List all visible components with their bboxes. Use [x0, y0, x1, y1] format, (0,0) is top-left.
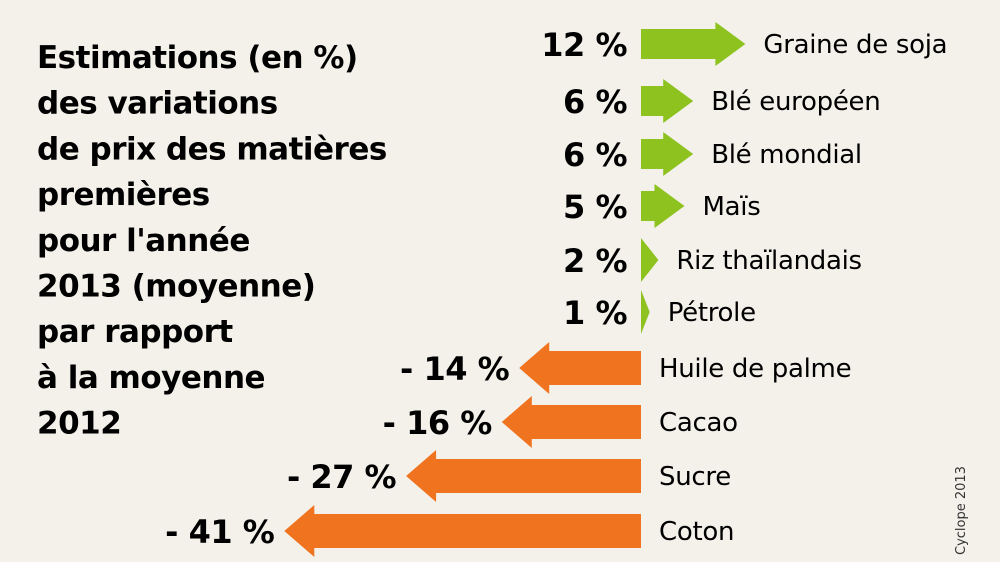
- value-label: - 27 %: [287, 458, 397, 496]
- category-label: Riz thaïlandais: [676, 246, 861, 276]
- category-label: Huile de palme: [659, 354, 851, 384]
- bar-graine-de-soja: [641, 22, 746, 66]
- title-line: 2013 (moyenne): [37, 269, 315, 305]
- value-label: 2 %: [563, 242, 627, 280]
- title-line: de prix des matières: [37, 131, 387, 167]
- category-label: Maïs: [703, 192, 761, 222]
- bar-coton: [284, 505, 641, 557]
- category-labels: Graine de soja Blé européen Blé mondial Maï…: [659, 30, 948, 547]
- title-line: des variations: [37, 86, 278, 122]
- title-line: pour l'année: [37, 223, 250, 259]
- value-label: 6 %: [563, 136, 627, 174]
- title-line: par rapport: [37, 314, 233, 350]
- value-labels: 12 % 6 % 6 % 5 % 2 % 1 % - 14 % - 16 % - 27 % - 4…: [165, 26, 628, 551]
- value-label: - 41 %: [165, 513, 275, 551]
- category-label: Graine de soja: [763, 30, 947, 60]
- title-line: 2012: [37, 406, 121, 442]
- category-label: Sucre: [659, 462, 731, 492]
- bars: [284, 22, 746, 557]
- value-label: 5 %: [563, 188, 627, 226]
- bar-huile-de-palme: [519, 342, 641, 394]
- category-label: Blé mondial: [711, 140, 862, 170]
- title-line: Estimations (en %): [37, 40, 358, 76]
- value-label: 6 %: [563, 83, 627, 121]
- bar-sucre: [406, 450, 641, 502]
- bar-p-trole: [641, 290, 650, 334]
- value-label: 12 %: [541, 26, 627, 64]
- category-label: Cacao: [659, 408, 738, 438]
- category-label: Coton: [659, 517, 734, 547]
- value-label: - 16 %: [383, 404, 493, 442]
- bar-bl-europ-en: [641, 79, 694, 123]
- bar-cacao: [501, 396, 641, 448]
- category-label: Blé européen: [711, 87, 880, 117]
- title-line: à la moyenne: [37, 360, 265, 396]
- bar-ma-s: [641, 184, 685, 228]
- chart-title: Estimations (en %) des variations de prix …: [37, 40, 387, 442]
- category-label: Pétrole: [668, 298, 756, 328]
- title-line: premières: [37, 177, 210, 213]
- source-credit: Cyclope 2013: [954, 466, 969, 555]
- bar-bl-mondial: [641, 132, 694, 176]
- value-label: 1 %: [563, 294, 627, 332]
- bar-riz-tha-landais: [641, 238, 659, 282]
- value-label: - 14 %: [400, 350, 510, 388]
